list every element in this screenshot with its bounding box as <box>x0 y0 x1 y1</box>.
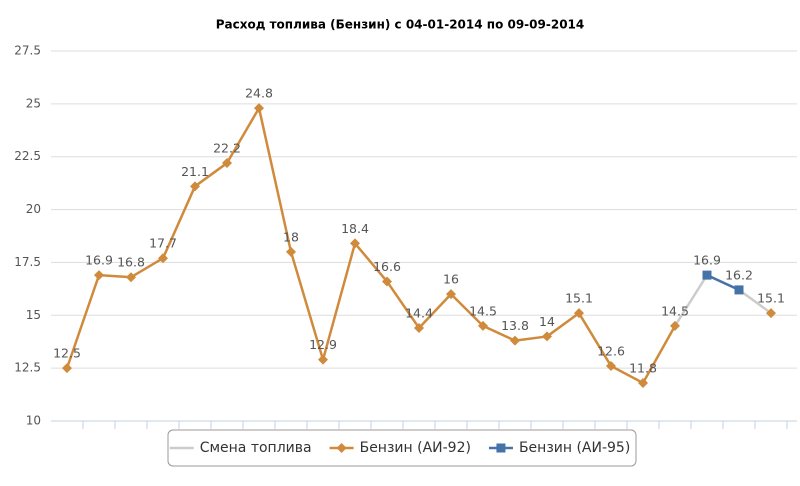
point <box>222 158 232 169</box>
point <box>382 276 392 287</box>
point <box>350 238 360 249</box>
data-label: 14.5 <box>469 303 497 318</box>
data-label: 16.9 <box>693 253 721 268</box>
data-label: 22.2 <box>213 141 241 156</box>
data-label: 16.2 <box>725 267 753 282</box>
legend-label: Смена топлива <box>200 440 312 456</box>
data-label: 18.4 <box>341 221 369 236</box>
y-tick-label: 15 <box>26 308 41 322</box>
data-label: 16.6 <box>373 259 401 274</box>
point <box>414 322 424 333</box>
point <box>62 363 72 374</box>
y-tick-label: 20 <box>26 202 41 216</box>
y-tick-label: 27.5 <box>14 44 41 58</box>
y-tick-label: 17.5 <box>14 255 41 269</box>
legend-label: Бензин (АИ-92) <box>360 440 471 456</box>
data-label: 11.8 <box>629 360 657 375</box>
point <box>574 308 584 319</box>
point <box>702 270 712 280</box>
data-label: 13.8 <box>501 318 529 333</box>
y-tick-label: 12.5 <box>14 361 41 375</box>
y-tick-label: 25 <box>26 96 41 110</box>
data-label: 18 <box>283 229 299 244</box>
legend: Смена топлива Бензин (АИ-92) Бензин (АИ-95… <box>169 440 630 456</box>
point <box>510 335 520 346</box>
y-tick-label: 10 <box>26 414 41 428</box>
point <box>158 253 168 264</box>
data-label: 14 <box>539 314 555 329</box>
data-label: 12.9 <box>309 337 337 352</box>
data-label: 17.7 <box>149 236 177 251</box>
point <box>336 443 347 453</box>
data-label: 16.8 <box>117 255 145 270</box>
point <box>478 320 488 331</box>
legend-box <box>167 429 637 467</box>
point <box>638 377 648 388</box>
point <box>94 270 104 281</box>
data-label: 14.4 <box>405 305 433 320</box>
data-label: 14.5 <box>661 303 689 318</box>
data-label: 21.1 <box>181 164 209 179</box>
point <box>190 181 200 192</box>
chart-title: Расход топлива (Бензин) с 04-01-2014 по … <box>216 18 585 32</box>
point <box>254 103 264 114</box>
data-label: 15.1 <box>757 291 785 306</box>
data-label: 12.6 <box>597 344 625 359</box>
data-label: 15.1 <box>565 291 593 306</box>
point <box>446 289 456 300</box>
point <box>286 246 296 257</box>
data-label: 16.9 <box>85 253 113 268</box>
point <box>496 443 506 453</box>
data-label: 24.8 <box>245 86 273 101</box>
data-label: 12.5 <box>53 346 81 361</box>
point <box>606 361 616 372</box>
point <box>766 308 776 319</box>
point <box>318 354 328 365</box>
point <box>734 285 744 295</box>
series-line <box>706 273 740 292</box>
data-label: 16 <box>443 272 459 287</box>
y-tick-label: 22.5 <box>14 149 41 163</box>
point <box>126 272 136 283</box>
point <box>670 320 680 331</box>
point <box>542 331 552 342</box>
legend-label: Бензин (АИ-95) <box>519 440 630 456</box>
